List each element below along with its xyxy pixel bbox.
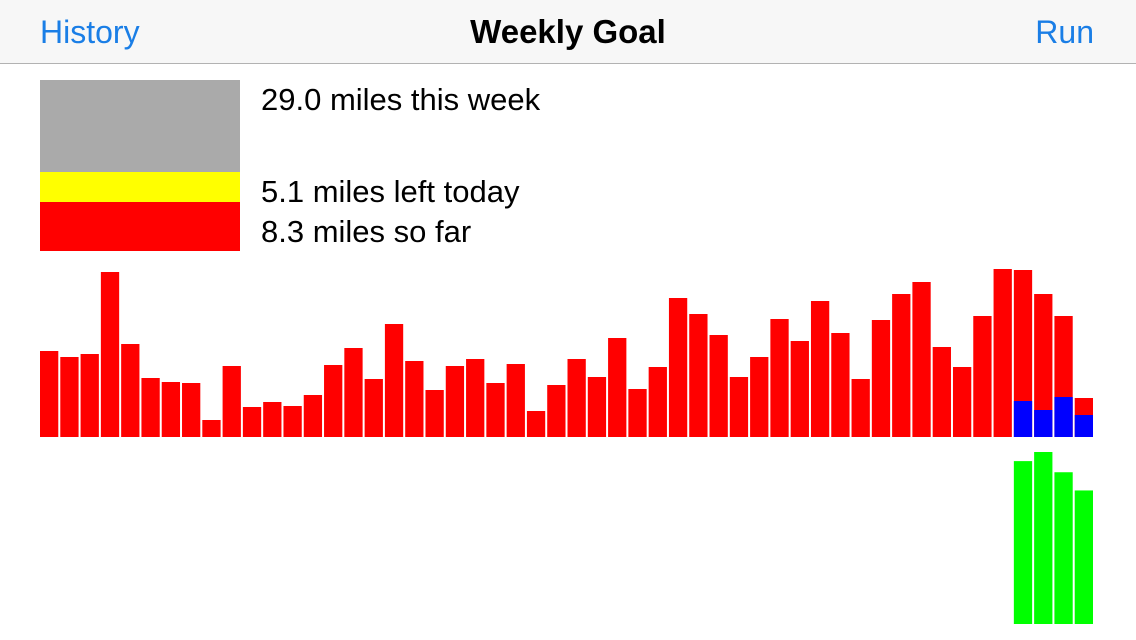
daily-miles-bar	[141, 378, 160, 437]
daily-miles-bar	[324, 365, 343, 437]
so-far-segment	[40, 202, 240, 251]
daily-miles-bar	[364, 379, 383, 437]
daily-miles-bar	[912, 282, 931, 437]
daily-miles-bar	[851, 379, 870, 437]
daily-miles-bar	[445, 366, 465, 437]
daily-miles-bar	[526, 411, 546, 437]
navigation-bar: History Weekly Goal Run	[0, 0, 1136, 64]
daily-overlay-bar	[1013, 401, 1033, 437]
daily-miles-bar	[202, 420, 221, 437]
daily-miles-bar	[222, 366, 241, 437]
daily-miles-bar	[770, 319, 789, 437]
daily-miles-bar	[242, 407, 262, 437]
daily-miles-bar	[40, 351, 59, 437]
lower-green-bar	[1054, 472, 1073, 624]
goal-progress-box	[40, 80, 240, 251]
daily-miles-bar	[628, 389, 647, 437]
daily-miles-bar	[100, 272, 120, 437]
daily-miles-bar	[831, 333, 850, 437]
daily-miles-bar	[648, 367, 667, 437]
run-button[interactable]: Run	[1035, 14, 1094, 50]
daily-miles-bar	[547, 385, 566, 437]
daily-miles-bar	[729, 377, 749, 437]
daily-miles-bar	[466, 359, 485, 437]
daily-miles-bar	[1013, 270, 1033, 437]
left-today-segment	[40, 172, 240, 202]
so-far-text: 8.3 miles so far	[261, 214, 472, 249]
daily-miles-bar	[892, 294, 911, 437]
daily-overlay-bar	[1054, 397, 1073, 437]
left-today-text: 5.1 miles left today	[261, 174, 520, 209]
daily-miles-bar	[709, 335, 728, 437]
daily-miles-bar	[608, 338, 627, 437]
lower-green-bar	[1013, 461, 1033, 624]
week-miles-text: 29.0 miles this week	[261, 82, 541, 117]
daily-miles-bar	[810, 301, 830, 437]
daily-miles-bar	[993, 269, 1012, 437]
daily-overlay-bar	[1034, 410, 1053, 437]
daily-miles-bar	[871, 320, 891, 437]
daily-miles-bar	[486, 383, 505, 437]
daily-miles-bar	[80, 354, 99, 437]
daily-overlay-bar	[1074, 415, 1093, 437]
daily-miles-bar	[750, 357, 769, 437]
lower-green-bar	[1074, 490, 1093, 624]
daily-miles-bar	[303, 395, 323, 437]
daily-miles-bar	[182, 383, 201, 437]
daily-miles-bar	[506, 364, 525, 437]
daily-miles-bar	[121, 344, 140, 437]
daily-miles-bar	[790, 341, 809, 437]
daily-miles-bar	[932, 347, 951, 437]
daily-miles-bar	[973, 316, 992, 437]
remaining-segment	[40, 80, 240, 172]
daily-miles-bar	[689, 314, 708, 437]
daily-miles-bar	[1034, 294, 1053, 437]
daily-miles-bar	[405, 361, 424, 437]
daily-miles-bar	[668, 298, 688, 437]
page-title: Weekly Goal	[470, 13, 666, 50]
daily-miles-bar	[161, 382, 181, 437]
daily-miles-bar	[567, 359, 586, 437]
daily-miles-bar	[384, 324, 404, 437]
history-button[interactable]: History	[40, 14, 140, 50]
daily-miles-bar	[344, 348, 363, 437]
daily-miles-bar	[263, 402, 282, 437]
daily-miles-bar	[283, 406, 302, 437]
daily-miles-bar	[587, 377, 607, 437]
daily-miles-bar	[60, 357, 79, 437]
daily-miles-bar	[425, 390, 444, 437]
lower-green-bar	[1034, 452, 1053, 624]
daily-miles-bar	[952, 367, 972, 437]
